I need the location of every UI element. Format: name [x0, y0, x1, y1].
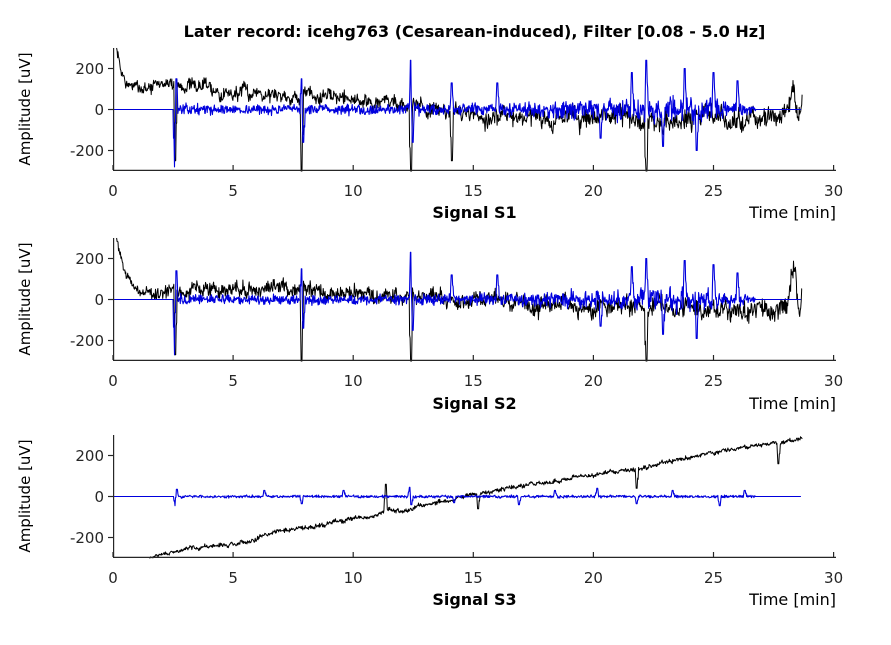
x-tick-label: 15 — [463, 372, 483, 390]
time-unit-label-s2: Time [min] — [749, 394, 836, 413]
y-tick-label: 200 — [75, 446, 104, 465]
signal-canvas — [108, 47, 836, 172]
raw-signal-trace — [148, 436, 803, 559]
y-tick-label: 200 — [75, 59, 104, 78]
x-tick-label: 30 — [824, 569, 844, 587]
y-tick-label: -200 — [69, 331, 104, 350]
x-tick-label: 10 — [343, 182, 363, 200]
filtered-signal-trace — [112, 251, 802, 356]
y-axis-label-s3: Amplitude [uV] — [16, 439, 34, 553]
x-axis-label-s3: Signal S3 — [432, 590, 517, 609]
plot-area-s2 — [108, 237, 836, 362]
signal-canvas — [108, 435, 836, 559]
plot-area-s3 — [108, 435, 836, 559]
filtered-signal-trace — [112, 486, 802, 507]
time-unit-label-s3: Time [min] — [749, 590, 836, 609]
plot-area-s1 — [108, 47, 836, 172]
x-tick-label: 15 — [463, 569, 483, 587]
x-tick-label: 5 — [228, 372, 238, 390]
x-tick-label: 25 — [703, 372, 724, 390]
y-axis-label-s2: Amplitude [uV] — [16, 242, 34, 356]
time-unit-label-s1: Time [min] — [749, 203, 836, 222]
y-tick-label: 0 — [94, 100, 104, 119]
y-tick-label: 0 — [94, 487, 104, 506]
y-tick-label: -200 — [69, 141, 104, 160]
x-axis-label-s1: Signal S1 — [432, 203, 517, 222]
x-tick-label: 20 — [583, 372, 603, 390]
x-tick-label: 5 — [228, 182, 238, 200]
x-tick-label: 10 — [343, 372, 363, 390]
figure-title: Later record: icehg763 (Cesarean-induced… — [183, 22, 766, 41]
x-tick-label: 25 — [703, 182, 724, 200]
x-tick-label: 5 — [228, 569, 238, 587]
x-tick-label: 30 — [824, 372, 844, 390]
x-tick-label: 10 — [343, 569, 363, 587]
x-tick-label: 0 — [108, 569, 118, 587]
y-axis-label-s1: Amplitude [uV] — [16, 52, 34, 166]
x-tick-label: 25 — [703, 569, 724, 587]
x-axis-label-s2: Signal S2 — [432, 394, 517, 413]
filtered-signal-trace — [112, 59, 802, 168]
x-tick-label: 20 — [583, 569, 603, 587]
signal-canvas — [108, 237, 836, 362]
y-tick-label: -200 — [69, 528, 104, 547]
y-tick-label: 0 — [94, 290, 104, 309]
x-tick-label: 20 — [583, 182, 603, 200]
x-tick-label: 0 — [108, 372, 118, 390]
x-tick-label: 0 — [108, 182, 118, 200]
x-tick-label: 30 — [824, 182, 844, 200]
y-tick-label: 200 — [75, 249, 104, 268]
x-tick-label: 15 — [463, 182, 483, 200]
